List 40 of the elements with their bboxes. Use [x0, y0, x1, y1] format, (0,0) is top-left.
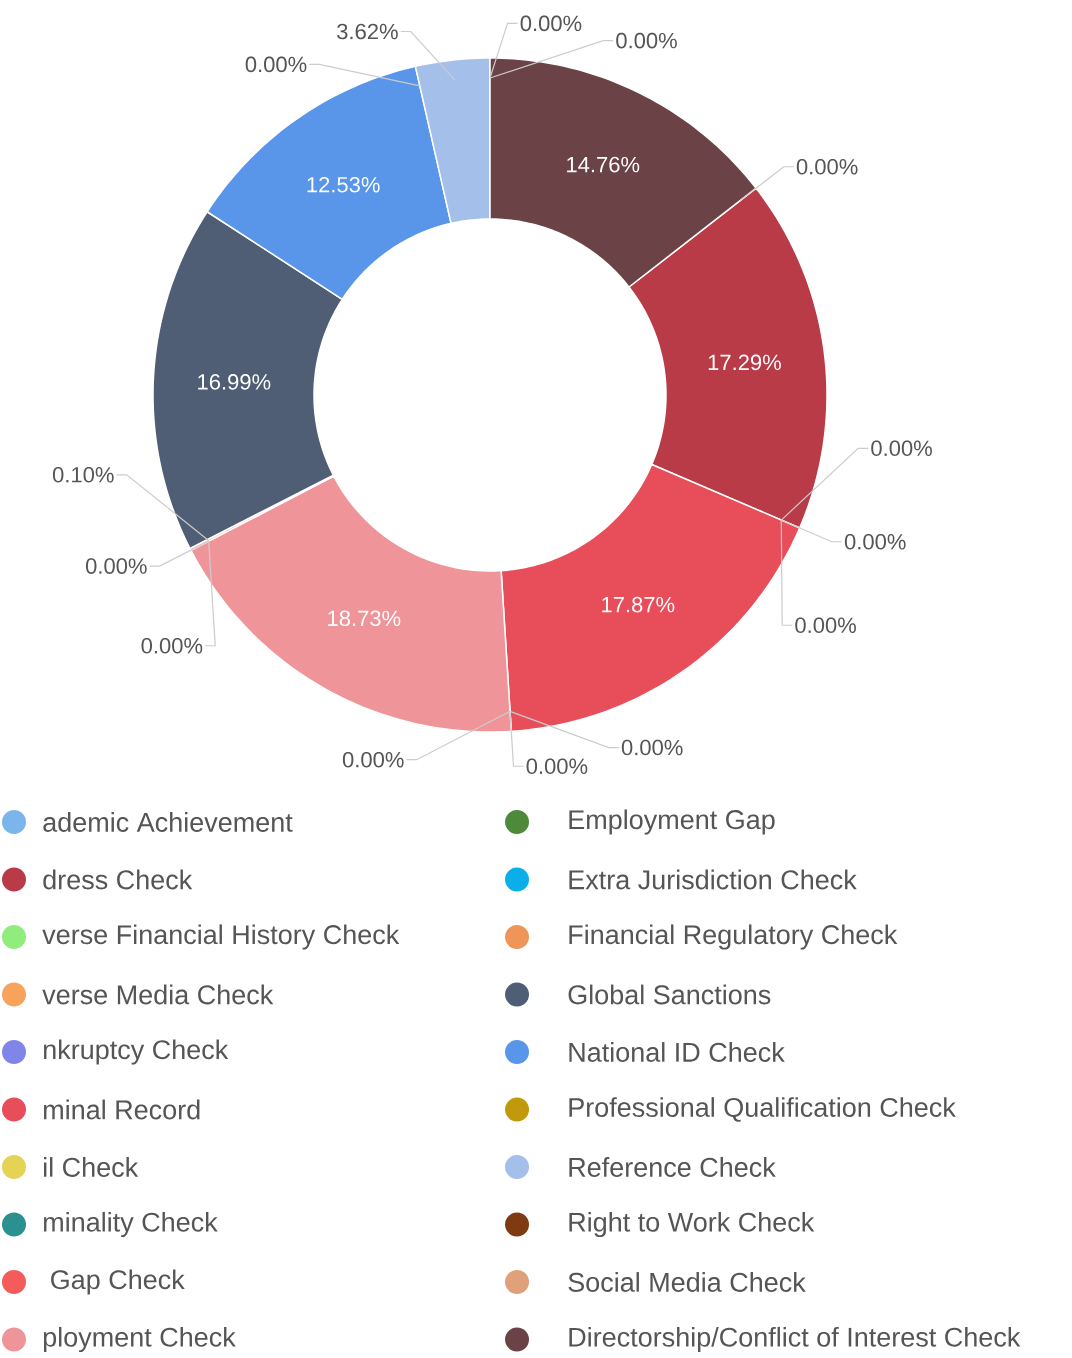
legend-label: il Check	[44, 1157, 139, 1177]
text: 0.00%	[520, 15, 582, 32]
text: 0.00%	[871, 440, 932, 457]
legend-label: Professional Qualification Check	[569, 1097, 956, 1122]
legend-label: ployment Check	[43, 1326, 236, 1353]
text: 0.00%	[796, 158, 858, 175]
legend-label: verse Media Check	[42, 984, 274, 1005]
data-label: 12.53%	[307, 176, 380, 193]
text: 0.00%	[616, 32, 677, 49]
data-label: 18.73%	[328, 610, 401, 627]
legend-label: Reference Check	[569, 1157, 776, 1177]
legend-label: Global Sanctions	[568, 984, 771, 1005]
legend-label: Extra Jurisdiction Check	[569, 869, 857, 890]
text: 0.00%	[844, 533, 906, 550]
legend-label: minal Record	[43, 1099, 200, 1120]
data-label: 16.99%	[198, 374, 271, 390]
data-label: 14.76%	[567, 156, 640, 173]
data-label: 3.62%	[337, 23, 398, 40]
legend-label: Employment Gap	[569, 809, 775, 835]
text: 0.00%	[141, 637, 203, 654]
legend-label: Financial Regulatory Check	[569, 924, 898, 950]
data-label: 0.10%	[52, 466, 114, 483]
legend-label: minality Check	[43, 1211, 218, 1238]
data-label: 17.29%	[708, 354, 781, 371]
text: 0.00%	[526, 758, 588, 775]
legend-label: nkruptcy Check	[43, 1039, 229, 1065]
legend-label: dress Check	[43, 869, 193, 890]
legend-label: Right to Work Check	[569, 1211, 815, 1238]
text: 0.00%	[245, 56, 307, 73]
text: 0.00%	[85, 558, 147, 574]
legend-label: verse Financial History Check	[42, 924, 400, 950]
text: 0.00%	[795, 617, 856, 634]
legend-label: Social Media Check	[568, 1272, 806, 1292]
text: 0.00%	[342, 751, 404, 768]
legend-label: Directorship/Conflict of Interest Check	[569, 1326, 1021, 1353]
legend-label: Gap Check	[51, 1269, 185, 1295]
data-label: 17.87%	[602, 596, 675, 613]
legend-label: ademic Achievement	[43, 812, 293, 832]
legend-label: National ID Check	[569, 1042, 785, 1062]
text: 0.00%	[621, 739, 683, 756]
